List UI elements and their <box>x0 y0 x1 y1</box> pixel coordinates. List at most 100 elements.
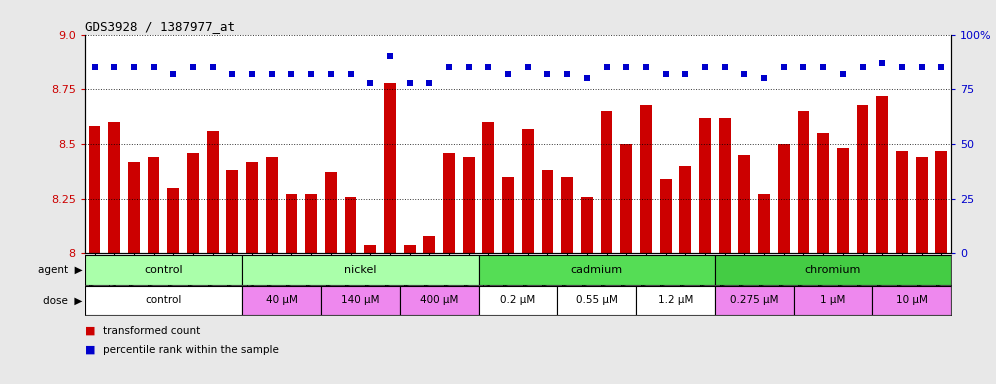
Bar <box>207 131 218 253</box>
Bar <box>345 197 357 253</box>
Bar <box>147 157 159 253</box>
Text: agent  ▶: agent ▶ <box>38 265 83 275</box>
Bar <box>794 286 872 315</box>
Point <box>244 71 260 77</box>
Text: control: control <box>144 265 182 275</box>
Bar <box>636 286 715 315</box>
Point <box>381 53 397 60</box>
Bar <box>478 286 558 315</box>
Text: control: control <box>145 295 181 306</box>
Bar <box>478 255 715 285</box>
Point <box>619 65 634 71</box>
Text: percentile rank within the sample: percentile rank within the sample <box>103 345 279 355</box>
Bar <box>226 170 238 253</box>
Bar <box>896 151 908 253</box>
Bar <box>187 153 199 253</box>
Point <box>303 71 319 77</box>
Point <box>599 65 615 71</box>
Bar <box>266 157 278 253</box>
Text: 40 μM: 40 μM <box>266 295 298 306</box>
Bar <box>562 177 573 253</box>
Text: transformed count: transformed count <box>103 326 200 336</box>
Text: cadmium: cadmium <box>571 265 622 275</box>
Bar <box>384 83 395 253</box>
Bar <box>679 166 691 253</box>
Bar <box>601 111 613 253</box>
Bar <box>167 188 179 253</box>
Bar <box>403 245 415 253</box>
Text: 0.275 μM: 0.275 μM <box>730 295 779 306</box>
Bar <box>463 157 475 253</box>
Bar <box>758 194 770 253</box>
Bar <box>89 126 101 253</box>
Text: 0.2 μM: 0.2 μM <box>500 295 536 306</box>
Point <box>736 71 752 77</box>
Bar <box>699 118 711 253</box>
Point <box>520 65 536 71</box>
Point <box>461 65 477 71</box>
Bar <box>542 170 554 253</box>
Bar <box>621 144 632 253</box>
Point <box>500 71 516 77</box>
Point <box>343 71 359 77</box>
Point <box>87 65 103 71</box>
Point <box>480 65 496 71</box>
Point <box>145 65 161 71</box>
Point <box>579 75 595 81</box>
Point <box>815 65 831 71</box>
Bar <box>85 255 242 285</box>
Bar <box>872 286 951 315</box>
Point <box>835 71 851 77</box>
Point <box>638 65 654 71</box>
Point <box>107 65 123 71</box>
Text: dose  ▶: dose ▶ <box>43 295 83 306</box>
Bar <box>286 194 298 253</box>
Point <box>776 65 792 71</box>
Point <box>363 79 378 86</box>
Bar <box>915 157 927 253</box>
Bar <box>502 177 514 253</box>
Bar <box>321 286 399 315</box>
Text: 140 μM: 140 μM <box>341 295 379 306</box>
Text: 400 μM: 400 μM <box>420 295 458 306</box>
Bar <box>127 162 139 253</box>
Point <box>125 65 141 71</box>
Point <box>717 65 733 71</box>
Bar <box>109 122 121 253</box>
Text: ■: ■ <box>85 326 96 336</box>
Bar <box>423 236 435 253</box>
Bar <box>482 122 494 253</box>
Point <box>933 65 949 71</box>
Point <box>224 71 240 77</box>
Bar <box>305 194 317 253</box>
Bar <box>778 144 790 253</box>
Bar <box>818 133 829 253</box>
Bar <box>857 104 869 253</box>
Bar <box>365 245 376 253</box>
Point <box>264 71 280 77</box>
Text: GDS3928 / 1387977_at: GDS3928 / 1387977_at <box>85 20 235 33</box>
Point <box>855 65 871 71</box>
Point <box>559 71 575 77</box>
Bar <box>798 111 810 253</box>
Point <box>284 71 300 77</box>
Point <box>540 71 556 77</box>
Bar <box>659 179 671 253</box>
Point <box>205 65 221 71</box>
Point <box>756 75 772 81</box>
Bar <box>715 286 794 315</box>
Point <box>874 60 890 66</box>
Point <box>185 65 201 71</box>
Bar <box>640 104 651 253</box>
Bar <box>581 197 593 253</box>
Text: 0.55 μM: 0.55 μM <box>576 295 618 306</box>
Point <box>796 65 812 71</box>
Bar <box>242 255 478 285</box>
Bar <box>935 151 947 253</box>
Bar <box>399 286 478 315</box>
Point <box>697 65 713 71</box>
Bar <box>837 148 849 253</box>
Bar <box>242 286 321 315</box>
Bar <box>738 155 750 253</box>
Bar <box>443 153 455 253</box>
